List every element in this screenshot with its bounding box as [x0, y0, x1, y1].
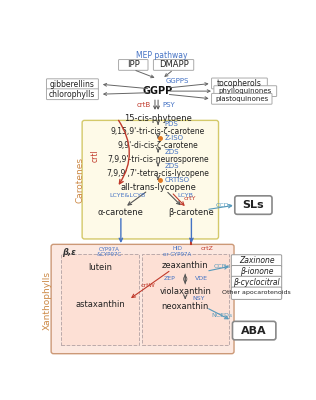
Text: CCDs: CCDs [214, 264, 231, 269]
Text: 7,9,9',7'-tetra-cis-lycopene: 7,9,9',7'-tetra-cis-lycopene [106, 169, 210, 178]
Text: VDE: VDE [195, 276, 208, 282]
Text: ABA: ABA [241, 326, 267, 336]
Text: β-carotene: β-carotene [168, 208, 214, 217]
Text: LCYB: LCYB [178, 192, 193, 198]
FancyBboxPatch shape [118, 60, 148, 70]
FancyBboxPatch shape [46, 79, 98, 90]
Text: 9,15,9'-tri-cis-ζ-carotene: 9,15,9'-tri-cis-ζ-carotene [111, 128, 205, 136]
Text: MEP pathway: MEP pathway [136, 51, 188, 60]
Text: DMAPP: DMAPP [159, 60, 188, 70]
Text: IPP: IPP [127, 60, 140, 70]
FancyBboxPatch shape [231, 255, 282, 267]
Text: PDS: PDS [164, 121, 178, 127]
Text: neoxanthin: neoxanthin [161, 302, 209, 311]
Text: PSY: PSY [162, 102, 175, 108]
FancyBboxPatch shape [231, 276, 282, 289]
Text: β,ε: β,ε [62, 248, 76, 256]
Text: β-ionone: β-ionone [240, 267, 273, 276]
Text: crtB: crtB [137, 102, 151, 108]
Text: Carotenes: Carotenes [75, 158, 84, 204]
Text: violaxanthin: violaxanthin [159, 287, 211, 296]
Text: chlorophylls: chlorophylls [49, 90, 95, 99]
Text: NCEDs: NCEDs [212, 314, 233, 318]
Text: CRTISO: CRTISO [164, 177, 189, 183]
Text: β-cyclocitral: β-cyclocitral [233, 278, 280, 286]
Text: Z-ISO: Z-ISO [164, 135, 183, 141]
Text: crtI: crtI [91, 150, 100, 162]
Text: ZDS: ZDS [164, 163, 179, 169]
FancyBboxPatch shape [46, 89, 98, 100]
Text: α-carotene: α-carotene [98, 208, 144, 217]
FancyBboxPatch shape [211, 94, 272, 104]
Text: plastoquinones: plastoquinones [215, 96, 268, 102]
Bar [61, 254, 139, 345]
FancyBboxPatch shape [235, 196, 272, 214]
Text: GGPPS: GGPPS [166, 78, 189, 84]
Text: NSY: NSY [192, 296, 205, 301]
Text: Zaxinone: Zaxinone [239, 256, 274, 265]
FancyBboxPatch shape [231, 287, 282, 300]
Text: Xanthophylls: Xanthophylls [43, 271, 52, 330]
FancyBboxPatch shape [231, 266, 282, 278]
Text: tocopherols: tocopherols [217, 79, 262, 88]
Text: SLs: SLs [243, 200, 264, 210]
FancyBboxPatch shape [211, 78, 267, 89]
Text: ZEP: ZEP [163, 276, 175, 282]
Text: 9,9'-di-cis-ζ-carotene: 9,9'-di-cis-ζ-carotene [118, 141, 198, 150]
FancyBboxPatch shape [82, 120, 219, 239]
FancyBboxPatch shape [154, 60, 194, 70]
Text: GGPP: GGPP [143, 86, 173, 96]
Text: LCYE&LCYB: LCYE&LCYB [109, 193, 145, 198]
Text: CYP97A
&CYP97C: CYP97A &CYP97C [97, 247, 122, 258]
FancyBboxPatch shape [214, 86, 276, 96]
Text: zeaxanthin: zeaxanthin [162, 261, 209, 270]
Text: crtY: crtY [184, 196, 196, 202]
Text: Other apocarotenoids: Other apocarotenoids [222, 290, 291, 295]
FancyBboxPatch shape [233, 321, 276, 340]
Text: 7,9,9'-tri-cis-neurosporene: 7,9,9'-tri-cis-neurosporene [107, 155, 209, 164]
Text: crtW: crtW [141, 284, 155, 288]
Text: ZDS: ZDS [164, 149, 179, 155]
Text: phylloquinones: phylloquinones [218, 88, 271, 94]
Text: 15-cis-phytoene: 15-cis-phytoene [124, 114, 192, 122]
Bar [142, 254, 228, 345]
Text: CCDs: CCDs [216, 203, 232, 208]
Text: crtZ: crtZ [201, 246, 214, 252]
Text: astaxanthin: astaxanthin [75, 300, 125, 309]
Text: gibberellins: gibberellins [50, 80, 94, 89]
Text: lutein: lutein [88, 263, 112, 272]
Text: HID
or CYP97A: HID or CYP97A [163, 246, 191, 257]
Text: all-trans-lycopene: all-trans-lycopene [120, 183, 196, 192]
FancyBboxPatch shape [51, 244, 234, 354]
